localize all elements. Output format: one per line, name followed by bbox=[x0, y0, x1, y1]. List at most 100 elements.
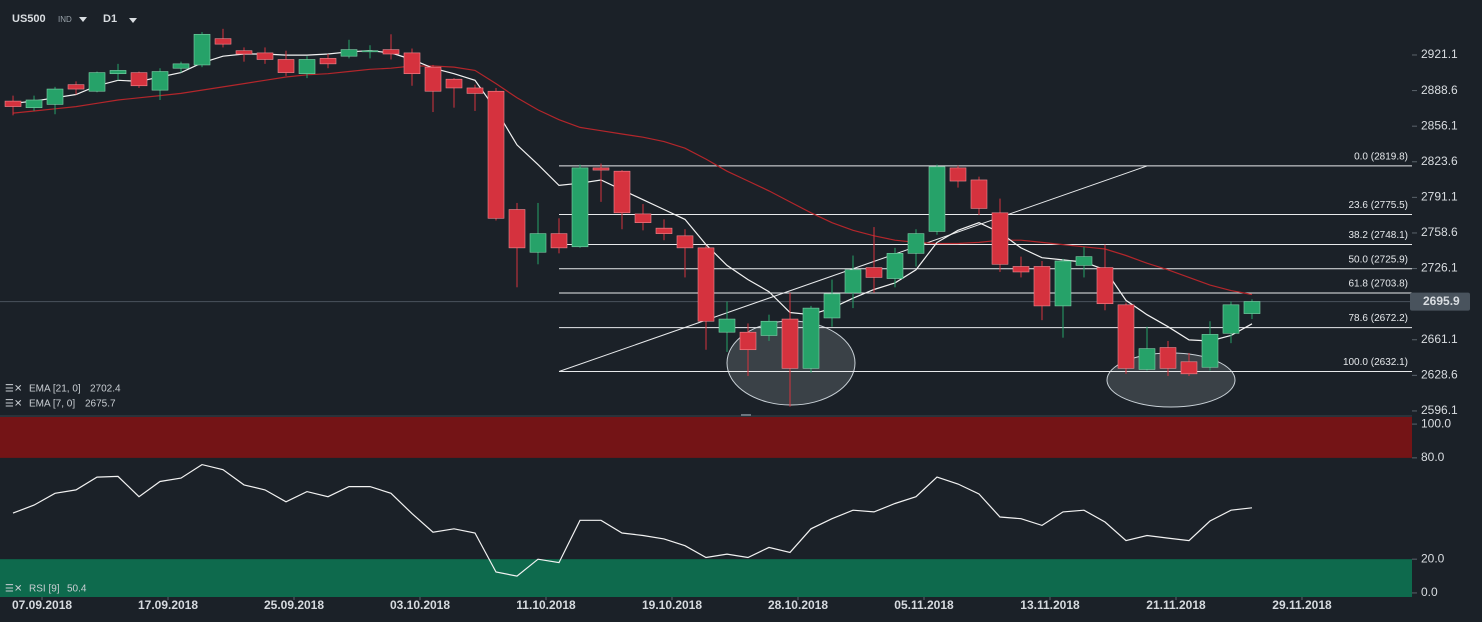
candle-body bbox=[256, 52, 274, 60]
candle-body bbox=[1201, 334, 1219, 368]
candle-body bbox=[613, 170, 631, 214]
y-tick-label: 80.0 bbox=[1421, 450, 1445, 464]
ema7-legend: ☰✕ EMA [7, 0] 2675.7 bbox=[5, 399, 116, 410]
candle-body bbox=[319, 58, 337, 65]
indicator-line bbox=[12, 65, 1253, 296]
y-tick-label: 100.0 bbox=[1421, 416, 1451, 430]
x-tick-label: 17.09.2018 bbox=[138, 598, 198, 612]
fib-label: 0.0 (2819.8) bbox=[1354, 152, 1408, 163]
candle-body bbox=[634, 213, 652, 223]
candle-body bbox=[382, 49, 400, 55]
candle-body bbox=[1222, 304, 1240, 334]
y-tick-label: 2628.6 bbox=[1421, 368, 1458, 382]
fib-label: 78.6 (2672.2) bbox=[1349, 313, 1409, 324]
candle-body bbox=[802, 307, 820, 369]
candle-body bbox=[1117, 304, 1135, 369]
candle-body bbox=[1012, 266, 1030, 273]
candle-body bbox=[571, 167, 589, 248]
x-tick-label: 03.10.2018 bbox=[390, 598, 450, 612]
x-tick-label: 07.09.2018 bbox=[12, 598, 72, 612]
candle-body bbox=[235, 50, 253, 55]
timeframe[interactable]: D1 bbox=[103, 13, 117, 25]
candle-body bbox=[760, 320, 778, 336]
candle-body bbox=[4, 100, 22, 107]
candle-body bbox=[781, 318, 799, 369]
candle-body bbox=[949, 167, 967, 182]
candle-body bbox=[214, 38, 232, 45]
candle-body bbox=[1180, 361, 1198, 375]
legend-icon[interactable]: ☰✕ bbox=[5, 384, 22, 395]
candle-body bbox=[550, 233, 568, 249]
candle-body bbox=[1054, 260, 1072, 307]
x-tick-label: 25.09.2018 bbox=[264, 598, 324, 612]
market: IND bbox=[58, 15, 72, 24]
candle-body bbox=[991, 212, 1009, 265]
candle-body bbox=[487, 90, 505, 219]
x-tick-label: 11.10.2018 bbox=[516, 598, 576, 612]
candle-body bbox=[508, 209, 526, 249]
fib-label: 23.6 (2775.5) bbox=[1349, 200, 1409, 211]
candle-body bbox=[340, 49, 358, 57]
timeframe-dropdown[interactable] bbox=[129, 18, 137, 23]
x-tick-label: 19.10.2018 bbox=[642, 598, 702, 612]
oversold-band bbox=[0, 559, 1412, 597]
candle-body bbox=[1075, 256, 1093, 266]
candle-body bbox=[298, 59, 316, 75]
candle-body bbox=[886, 253, 904, 279]
legend-icon[interactable]: ☰✕ bbox=[5, 399, 22, 410]
last-price-box bbox=[1410, 292, 1470, 311]
candle-body bbox=[1096, 267, 1114, 305]
y-tick-label: 20.0 bbox=[1421, 551, 1445, 565]
ema21-legend: ☰✕ EMA [21, 0] 2702.4 bbox=[5, 384, 121, 395]
legend-value: 50.4 bbox=[67, 584, 87, 595]
candle-body bbox=[445, 78, 463, 89]
y-tick-label: 2726.1 bbox=[1421, 261, 1458, 275]
symbol-dropdown[interactable] bbox=[79, 17, 87, 22]
y-tick-label: 2596.1 bbox=[1421, 403, 1458, 417]
symbol[interactable]: US500 bbox=[12, 13, 46, 25]
candle-body bbox=[676, 235, 694, 249]
x-tick-label: 21.11.2018 bbox=[1146, 598, 1206, 612]
panel-handle[interactable] bbox=[741, 414, 751, 416]
rsi-legend: ☰✕ RSI [9] 50.4 bbox=[5, 584, 87, 595]
candle-body bbox=[1159, 347, 1177, 369]
candle-body bbox=[865, 267, 883, 278]
last-price-label: 2695.9 bbox=[1423, 294, 1460, 308]
candle-body bbox=[1033, 266, 1051, 307]
candle-body bbox=[655, 227, 673, 234]
candle-body bbox=[424, 66, 442, 92]
overbought-band bbox=[0, 417, 1412, 458]
candle-body bbox=[466, 87, 484, 94]
indicator-line bbox=[12, 463, 1253, 577]
y-tick-label: 2888.6 bbox=[1421, 83, 1458, 97]
candle-body bbox=[697, 247, 715, 322]
fib-label: 100.0 (2632.1) bbox=[1343, 357, 1408, 368]
candle-body bbox=[823, 293, 841, 319]
fib-label: 50.0 (2725.9) bbox=[1349, 254, 1409, 265]
candle-body bbox=[529, 233, 547, 253]
fib-label: 38.2 (2748.1) bbox=[1349, 230, 1409, 241]
candle-body bbox=[1243, 301, 1261, 314]
candle-body bbox=[88, 72, 106, 92]
legend-icon[interactable]: ☰✕ bbox=[5, 584, 22, 595]
candle-body bbox=[592, 167, 610, 171]
legend-value: 2675.7 bbox=[85, 399, 116, 410]
legend-name: EMA [21, 0] bbox=[29, 384, 81, 395]
candle-body bbox=[718, 318, 736, 333]
candle-body bbox=[403, 52, 421, 75]
candle-body bbox=[46, 88, 64, 105]
legend-value: 2702.4 bbox=[90, 384, 121, 395]
candle-body bbox=[970, 179, 988, 209]
candle-body bbox=[361, 50, 379, 53]
y-tick-label: 0.0 bbox=[1421, 585, 1438, 599]
fib-label: 61.8 (2703.8) bbox=[1349, 279, 1409, 290]
candle-body bbox=[67, 84, 85, 90]
candle-body bbox=[907, 233, 925, 254]
candle-body bbox=[844, 269, 862, 294]
legend-name: RSI [9] bbox=[29, 584, 60, 595]
y-tick-label: 2791.1 bbox=[1421, 190, 1458, 204]
candle-body bbox=[1138, 348, 1156, 370]
candle-body bbox=[109, 70, 127, 75]
candle-body bbox=[277, 59, 295, 73]
